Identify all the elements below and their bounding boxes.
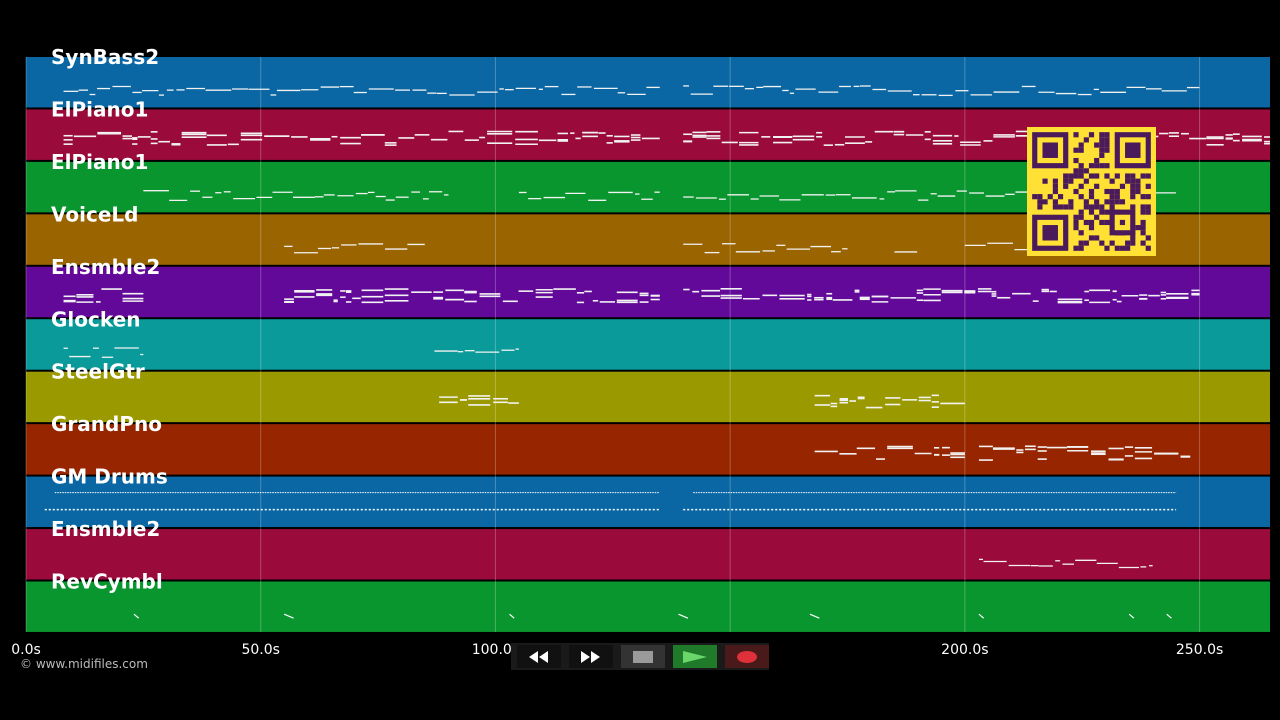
track-label: GrandPno [51,412,162,436]
track-label: VoiceLd [51,202,138,226]
note-segment [978,445,1191,461]
note-segment [809,613,820,619]
note-segment [678,613,689,619]
play-button[interactable] [673,645,717,668]
note-segment [814,445,965,460]
track-lane-7 [26,424,1270,475]
note-segment [63,288,144,303]
note-segment [439,395,519,406]
track-label: RevCymbl [51,570,163,594]
note-segment [683,243,848,254]
time-tick-label: 100.0s [472,642,519,658]
time-grid [25,57,1201,632]
track-label: ElPiano1 [51,97,148,121]
copyright-text: © www.midifiles.com [20,657,148,671]
note-segment [683,492,1177,511]
transport-bar [511,643,769,670]
track-labels: SynBass2 ElPiano1 ElPiano1 VoiceLd Ensmble2 G… [51,45,168,594]
track-lane-10 [26,581,1270,632]
note-segment [978,558,1153,569]
note-segment [63,131,448,146]
fast-forward-icon [581,650,600,663]
track-label: Ensmble2 [51,517,160,541]
track-label: ElPiano1 [51,150,148,174]
note-segment [1166,613,1172,619]
time-tick-label: 250.0s [1176,642,1223,658]
note-segment [133,613,140,619]
track-lane-5 [26,319,1270,370]
track-lane-0 [26,57,1270,108]
record-icon [737,650,757,663]
note-segment [63,347,144,358]
note-segment [284,243,425,254]
notes-layer [44,85,1270,619]
stop-icon [633,650,653,663]
qr-code-icon [1027,127,1156,256]
time-tick-label: 50.0s [241,642,279,658]
play-icon [683,650,707,663]
track-label: SteelGtr [51,360,145,384]
rewind-icon [529,650,548,663]
track-label: Ensmble2 [51,255,160,279]
note-segment [978,613,985,619]
note-segment [284,288,660,304]
stop-button[interactable] [621,645,665,668]
track-lane-4 [26,266,1270,318]
note-segment [143,190,449,202]
note-segment [1128,613,1135,619]
track-label: SynBass2 [51,45,159,69]
track-lane-8 [26,476,1270,528]
note-segment [283,613,294,619]
note-segment [434,348,519,353]
track-lane-6 [26,371,1270,423]
rewind-button[interactable] [517,645,561,668]
time-tick-label: 0.0s [11,642,41,658]
note-segment [509,613,515,619]
note-segment [448,130,660,146]
time-tick-label: 200.0s [941,642,988,658]
track-label: Glocken [51,307,140,331]
note-segment [683,85,1200,97]
note-segment [518,191,660,201]
note-segment [683,288,1200,304]
note-segment [44,492,660,511]
record-button[interactable] [725,645,769,668]
note-segment [814,394,965,409]
track-label: GM Drums [51,465,168,489]
track-lane-9 [26,529,1270,580]
note-segment [63,85,660,96]
fast-forward-button[interactable] [569,645,613,668]
